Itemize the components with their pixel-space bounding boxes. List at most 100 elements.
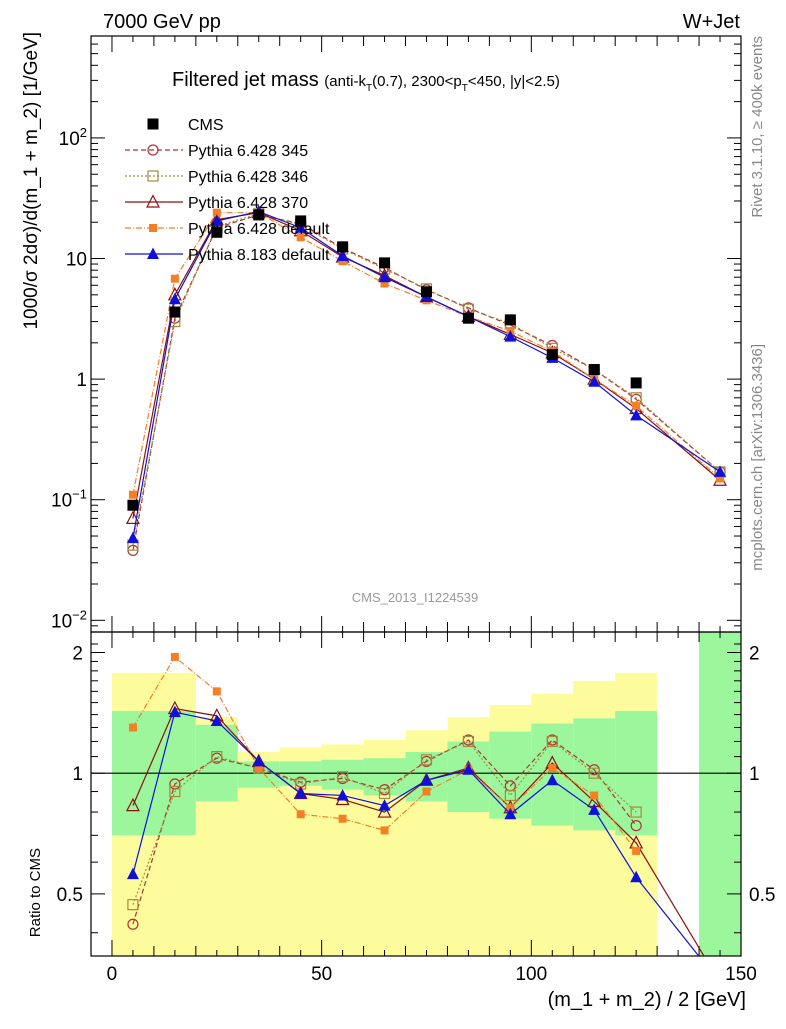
mcplots-label: mcplots.cern.ch [arXiv:1306.3436] <box>749 344 766 571</box>
y-tick-base: 10 <box>51 491 72 512</box>
main-series-group <box>125 204 728 556</box>
ratio-point <box>546 735 558 748</box>
y-tick-label-ratio-right: 1 <box>749 764 760 785</box>
y-tick-label-main: 102 <box>59 125 87 150</box>
ratio-line <box>132 707 705 956</box>
ratio-point <box>294 786 307 799</box>
series-line <box>132 210 721 539</box>
legend-marker <box>149 224 157 232</box>
x-tick-label: 150 <box>725 964 757 985</box>
ratio-point <box>630 806 642 818</box>
ratio-point <box>296 810 305 819</box>
y-tick-label-main: 1 <box>76 370 87 391</box>
ratio-point <box>590 791 599 800</box>
cms-point <box>546 348 558 360</box>
ratio-point <box>170 652 179 661</box>
ratio-point <box>254 764 263 773</box>
ratio-point <box>630 820 642 832</box>
cms-point <box>588 364 600 376</box>
legend-marker <box>147 144 159 156</box>
plot-subtitle-3: (0.7), 2300<p <box>372 73 462 90</box>
ratio-point <box>126 867 139 880</box>
y-tick-exp: −2 <box>72 607 87 622</box>
x-tick-label: 0 <box>107 964 118 985</box>
plot-subtitle-1: (anti-k <box>324 73 366 90</box>
legend-label: CMS <box>188 117 224 134</box>
series-point <box>296 233 305 242</box>
ratio-point <box>462 735 475 748</box>
ratio-line <box>132 711 700 956</box>
ratio-point <box>588 803 601 815</box>
ratio-frame <box>90 631 742 957</box>
ratio-y-label: Ratio to CMS <box>27 848 44 937</box>
cms-point <box>253 209 265 221</box>
series-point <box>168 292 181 305</box>
series-point <box>504 330 517 342</box>
series-point <box>128 490 137 499</box>
series-point <box>294 221 307 233</box>
y-tick-base: 10 <box>59 129 80 150</box>
ratio-point <box>548 764 557 773</box>
ratio-point <box>378 787 391 800</box>
series-line <box>132 213 721 546</box>
cms-point <box>295 215 307 227</box>
ratio-point <box>127 899 139 911</box>
legend-marker <box>146 194 160 208</box>
x-tick-label: 50 <box>311 964 332 985</box>
ratio-point <box>252 754 265 767</box>
watermark: CMS_2013_I1224539 <box>352 590 479 605</box>
series-point <box>126 531 139 544</box>
legend-marker <box>147 118 159 130</box>
y-tick-exp: −1 <box>72 487 87 502</box>
cms-point <box>337 241 349 253</box>
y-tick-base: 10 <box>51 611 72 632</box>
y-tick-label-ratio-right: 0.5 <box>749 885 775 906</box>
ratio-point <box>546 773 559 786</box>
ratio-point <box>588 767 600 779</box>
ratio-point <box>420 773 433 786</box>
x-axis-label: (m_1 + m_2) / 2 [GeV] <box>548 989 746 1011</box>
rivet-label: Rivet 3.1.10, ≥ 400k events <box>749 36 766 218</box>
ratio-ticks: 0.5 0.5 1 1 2 2 <box>57 644 775 934</box>
ratio-series <box>125 652 705 956</box>
ratio-point <box>168 705 181 718</box>
series-point <box>212 208 221 217</box>
series-point <box>588 375 601 387</box>
y-tick-label-ratio: 2 <box>72 644 83 665</box>
ratio-point <box>422 787 431 796</box>
legend-marker <box>147 170 159 182</box>
cms-point <box>462 312 474 324</box>
ratio-point <box>169 785 181 798</box>
ratio-point <box>420 754 433 766</box>
ratio-point <box>378 799 391 811</box>
cms-point <box>504 314 516 326</box>
ratio-point <box>630 870 643 883</box>
main-series <box>125 204 728 556</box>
cms-point <box>379 257 391 269</box>
ratio-point <box>336 788 349 801</box>
series-point <box>714 465 727 477</box>
legend-label: Pythia 8.183 default <box>188 247 330 264</box>
series-point <box>338 257 347 266</box>
x-tick-label: 100 <box>515 964 547 985</box>
ratio-point <box>462 763 475 775</box>
legend-marker <box>147 247 159 259</box>
y-tick-base: 10 <box>66 250 87 271</box>
header-right: W+Jet <box>683 11 741 33</box>
ratio-point <box>125 797 140 812</box>
y-tick-label-ratio: 0.5 <box>57 885 83 906</box>
plot-subtitle-2: T <box>366 83 372 94</box>
ratio-point <box>632 846 641 855</box>
plot-subtitle-4: T <box>462 83 468 94</box>
ratio-point <box>128 723 137 732</box>
inner-band-7 <box>447 741 490 813</box>
y-tick-label-main: 10 <box>66 250 87 271</box>
series-point <box>716 474 725 483</box>
series-line <box>132 212 721 495</box>
series-point <box>170 274 179 283</box>
legend: CMS Pythia 6.428 345 Pythia 6.428 346 Pythi… <box>125 117 330 264</box>
y-tick-exp: 2 <box>80 125 87 140</box>
header-left: 7000 GeV pp <box>103 11 221 33</box>
